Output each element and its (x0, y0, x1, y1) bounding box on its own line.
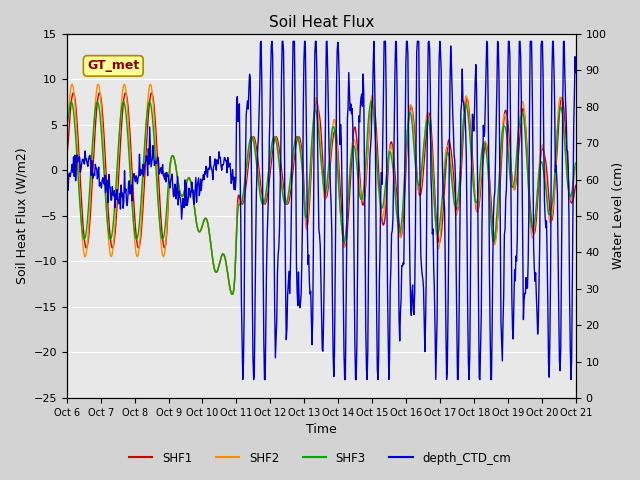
SHF3 (361, 170, 369, 176)
SHF2 (467, 143, 475, 148)
Text: GT_met: GT_met (87, 60, 140, 72)
SHF2 (362, 176, 369, 181)
SHF1 (95, 90, 103, 96)
depth_CTD_cm (388, 228, 396, 234)
X-axis label: Time: Time (306, 423, 337, 436)
SHF1 (362, 183, 369, 189)
SHF1 (233, 220, 241, 226)
depth_CTD_cm (572, 70, 580, 75)
SHF2 (388, 147, 396, 153)
depth_CTD_cm (160, 174, 168, 180)
SHF3 (291, 138, 299, 144)
SHF2 (572, 165, 580, 171)
SHF3 (572, 160, 580, 166)
Legend: SHF1, SHF2, SHF3, depth_CTD_cm: SHF1, SHF2, SHF3, depth_CTD_cm (124, 447, 516, 469)
SHF2 (292, 138, 300, 144)
SHF3 (63, 122, 70, 128)
Line: SHF3: SHF3 (67, 101, 576, 294)
depth_CTD_cm (63, 189, 70, 194)
Y-axis label: Soil Heat Flux (W/m2): Soil Heat Flux (W/m2) (15, 148, 28, 284)
depth_CTD_cm (291, 98, 299, 104)
SHF2 (233, 226, 241, 232)
SHF1 (292, 144, 300, 150)
SHF3 (232, 248, 240, 253)
SHF2 (228, 291, 236, 297)
depth_CTD_cm (467, 183, 475, 189)
SHF1 (467, 133, 475, 139)
Line: SHF1: SHF1 (67, 93, 576, 294)
SHF1 (228, 291, 236, 297)
depth_CTD_cm (290, 38, 298, 44)
SHF2 (161, 250, 168, 256)
SHF1 (388, 142, 396, 148)
SHF1 (161, 245, 168, 251)
SHF1 (572, 182, 580, 188)
Y-axis label: Water Level (cm): Water Level (cm) (612, 162, 625, 269)
Title: Soil Heat Flux: Soil Heat Flux (269, 15, 374, 30)
depth_CTD_cm (341, 377, 349, 383)
Line: depth_CTD_cm: depth_CTD_cm (67, 41, 576, 380)
SHF2 (147, 81, 154, 87)
SHF3 (367, 98, 375, 104)
depth_CTD_cm (362, 325, 369, 331)
SHF3 (228, 291, 236, 297)
SHF3 (467, 152, 475, 157)
SHF2 (63, 126, 70, 132)
SHF3 (388, 160, 396, 166)
SHF1 (63, 153, 70, 158)
depth_CTD_cm (232, 187, 239, 192)
Line: SHF2: SHF2 (67, 84, 576, 294)
SHF3 (160, 233, 168, 239)
